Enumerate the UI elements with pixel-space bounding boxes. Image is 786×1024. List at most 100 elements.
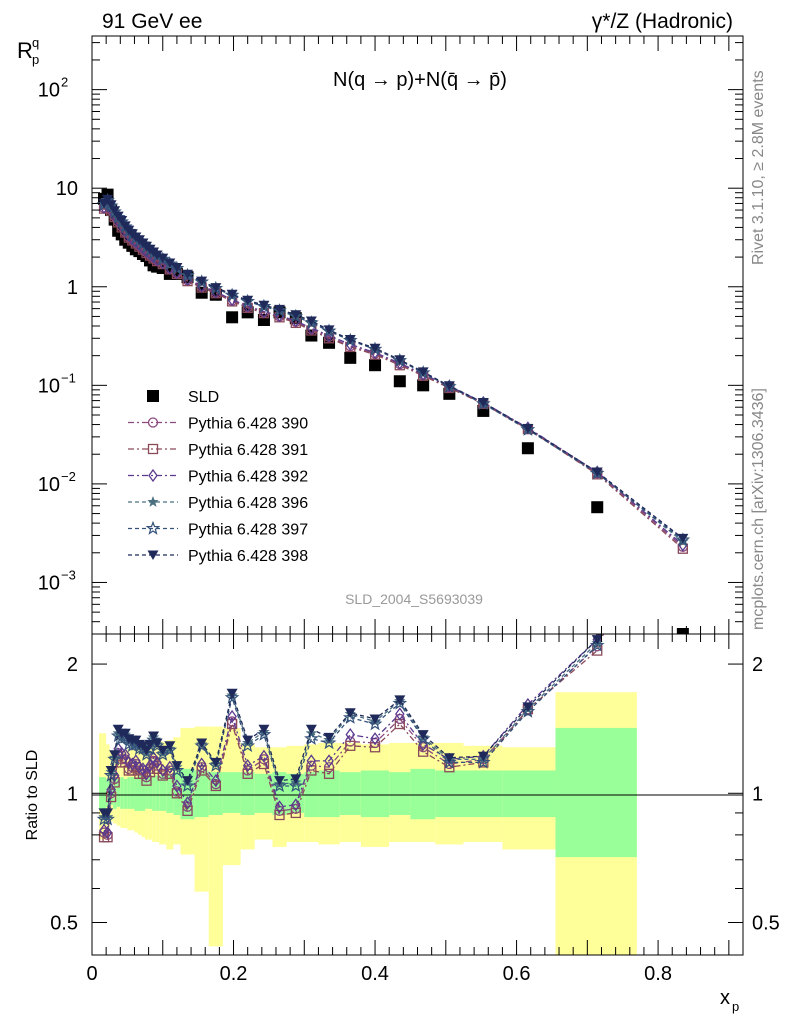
main-point-pythia-6-428-398 bbox=[417, 367, 429, 377]
ratio-point-pythia-6-428-392 bbox=[157, 763, 168, 778]
ratio-point-pythia-6-428-398 bbox=[344, 708, 356, 718]
band-inner bbox=[360, 770, 390, 818]
main-ylabel: R q p bbox=[17, 35, 39, 67]
rivet-label: Rivet 3.1.10, ≥ 2.8M events bbox=[750, 70, 767, 265]
ratio-point-pythia-6-428-392 bbox=[211, 774, 221, 788]
legend-marker-sld bbox=[147, 390, 159, 402]
band-inner bbox=[339, 772, 361, 816]
ratio-point-pythia-6-428-398 bbox=[305, 724, 317, 735]
ratio-point-pythia-6-428-398 bbox=[258, 724, 270, 735]
main-point-pythia-6-428-398 bbox=[369, 343, 381, 354]
main-point-pythia-6-428-398 bbox=[116, 216, 128, 226]
svg-text:10: 10 bbox=[38, 572, 60, 594]
legend-marker-pythia-6-428-397 bbox=[145, 520, 161, 535]
ratio-point-pythia-6-428-397 bbox=[367, 716, 383, 731]
legend-label-pythia-6-428-396: Pythia 6.428 396 bbox=[188, 495, 308, 512]
ratio-point-pythia-6-428-398 bbox=[477, 751, 489, 762]
ratio-point-pythia-6-428-392 bbox=[679, 400, 687, 411]
ratio-point-pythia-6-428-391 bbox=[210, 780, 221, 792]
band-inner bbox=[240, 772, 255, 816]
ratio-point-pythia-6-428-392 bbox=[306, 754, 317, 768]
band-inner bbox=[120, 777, 124, 809]
ratio-point-pythia-6-428-398 bbox=[417, 730, 429, 740]
band-inner bbox=[194, 770, 209, 818]
main-point-sld bbox=[676, 628, 689, 634]
svg-text:10: 10 bbox=[56, 178, 78, 200]
ratio-point-pythia-6-428-398 bbox=[274, 776, 286, 786]
main-point-sld bbox=[521, 442, 534, 455]
ratio-point-pythia-6-428-398 bbox=[144, 739, 156, 750]
ratio-point-pythia-6-428-398 bbox=[242, 735, 254, 746]
main-point-pythia-6-428-398 bbox=[210, 283, 222, 293]
ratio-point-pythia-6-428-398 bbox=[105, 765, 117, 776]
main-point-pythia-6-428-398 bbox=[242, 295, 254, 306]
legend-label-pythia-6-428-390: Pythia 6.428 390 bbox=[188, 416, 308, 433]
main-point-pythia-6-428-398 bbox=[109, 206, 121, 216]
main-point-pythia-6-428-398 bbox=[182, 269, 194, 280]
ratio-point-pythia-6-428-391 bbox=[127, 765, 138, 776]
main-point-pythia-6-428-398 bbox=[677, 533, 689, 544]
ratio-point-pythia-6-428-397 bbox=[520, 703, 536, 718]
ratio-point-pythia-6-428-398 bbox=[140, 745, 152, 756]
ratio-point-pythia-6-428-392 bbox=[259, 749, 269, 763]
ratio-point-pythia-6-428-392 bbox=[127, 757, 138, 771]
band-inner bbox=[222, 772, 241, 813]
svg-text:−2: −2 bbox=[61, 469, 76, 484]
main-point-pythia-6-428-398 bbox=[196, 276, 208, 287]
ratio-point-pythia-6-428-398 bbox=[157, 745, 169, 756]
main-point-pythia-6-428-398 bbox=[171, 262, 183, 273]
ratio-point-pythia-6-428-398 bbox=[119, 728, 131, 739]
ratio-y-tick-label: 0.5 bbox=[50, 912, 78, 934]
svg-text:10: 10 bbox=[38, 80, 60, 102]
main-line-pythia-6-428-392 bbox=[103, 202, 684, 546]
ratio-point-pythia-6-428-398 bbox=[182, 776, 194, 786]
svg-text:1: 1 bbox=[67, 277, 78, 299]
ratio-point-pythia-6-428-397 bbox=[392, 695, 408, 710]
ratio-point-pythia-6-428-397 bbox=[677, 378, 689, 389]
ratio-point-pythia-6-428-398 bbox=[394, 695, 406, 705]
main-point-sld bbox=[417, 379, 430, 392]
ratio-x-tick-label: 0.4 bbox=[361, 963, 389, 985]
ratio-point-pythia-6-428-392 bbox=[182, 796, 193, 810]
main-y-tick-label: 10 −2 bbox=[38, 469, 76, 496]
ratio-point-pythia-6-428-392 bbox=[141, 767, 152, 781]
ratio-line-pythia-6-428-391 bbox=[104, 634, 605, 838]
main-point-pythia-6-428-398 bbox=[394, 355, 406, 365]
ratio-ylabel: Ratio to SLD bbox=[24, 750, 41, 841]
ratio-x-tick-label: 0 bbox=[86, 963, 97, 985]
band-inner bbox=[145, 777, 149, 809]
main-y-tick-label: 10 2 bbox=[38, 75, 68, 102]
ratio-xlabel: x p bbox=[720, 987, 739, 1014]
header-left: 91 GeV ee bbox=[102, 10, 202, 33]
band-inner bbox=[127, 777, 131, 809]
main-point-pythia-6-428-398 bbox=[157, 253, 169, 264]
main-point-pythia-6-428-398 bbox=[258, 300, 270, 311]
ratio-point-pythia-6-428-392 bbox=[395, 707, 405, 721]
ratio-point-pythia-6-428-397 bbox=[107, 751, 122, 766]
main-y-tick-label: 10 −3 bbox=[38, 567, 76, 594]
ratio-point-pythia-6-428-397 bbox=[589, 637, 605, 652]
ratio-point-pythia-6-428-398 bbox=[151, 738, 163, 748]
ratio-point-pythia-6-428-392 bbox=[324, 754, 334, 768]
main-title: N(q → p)+N(q̄ → p̄) bbox=[333, 69, 507, 91]
legend: SLD Pythia 6.428 390 Pythia 6.428 391 Pythi… bbox=[128, 389, 308, 565]
ratio-point-pythia-6-428-392 bbox=[152, 755, 162, 770]
svg-text:−1: −1 bbox=[61, 370, 76, 385]
main-point-pythia-6-428-398 bbox=[522, 423, 534, 434]
main-point-sld bbox=[393, 375, 406, 388]
svg-text:−3: −3 bbox=[61, 567, 76, 582]
ratio-point-pythia-6-428-391 bbox=[323, 768, 335, 779]
main-point-pythia-6-428-398 bbox=[344, 334, 356, 345]
ratio-point-pythia-6-428-391 bbox=[157, 770, 168, 781]
main-point-pythia-6-428-398 bbox=[443, 381, 455, 391]
main-point-pythia-6-428-398 bbox=[305, 316, 317, 326]
main-line-pythia-6-428-397 bbox=[103, 199, 684, 541]
ratio-point-pythia-6-428-398 bbox=[226, 688, 238, 699]
main-y-tick-label: 10 −1 bbox=[38, 370, 76, 397]
main-point-pythia-6-428-398 bbox=[164, 258, 176, 269]
ratio-point-pythia-6-428-397 bbox=[169, 762, 185, 777]
band-inner bbox=[137, 775, 142, 811]
band-inner bbox=[155, 775, 160, 811]
band-inner bbox=[116, 778, 121, 807]
ratio-point-pythia-6-428-396 bbox=[677, 384, 689, 395]
